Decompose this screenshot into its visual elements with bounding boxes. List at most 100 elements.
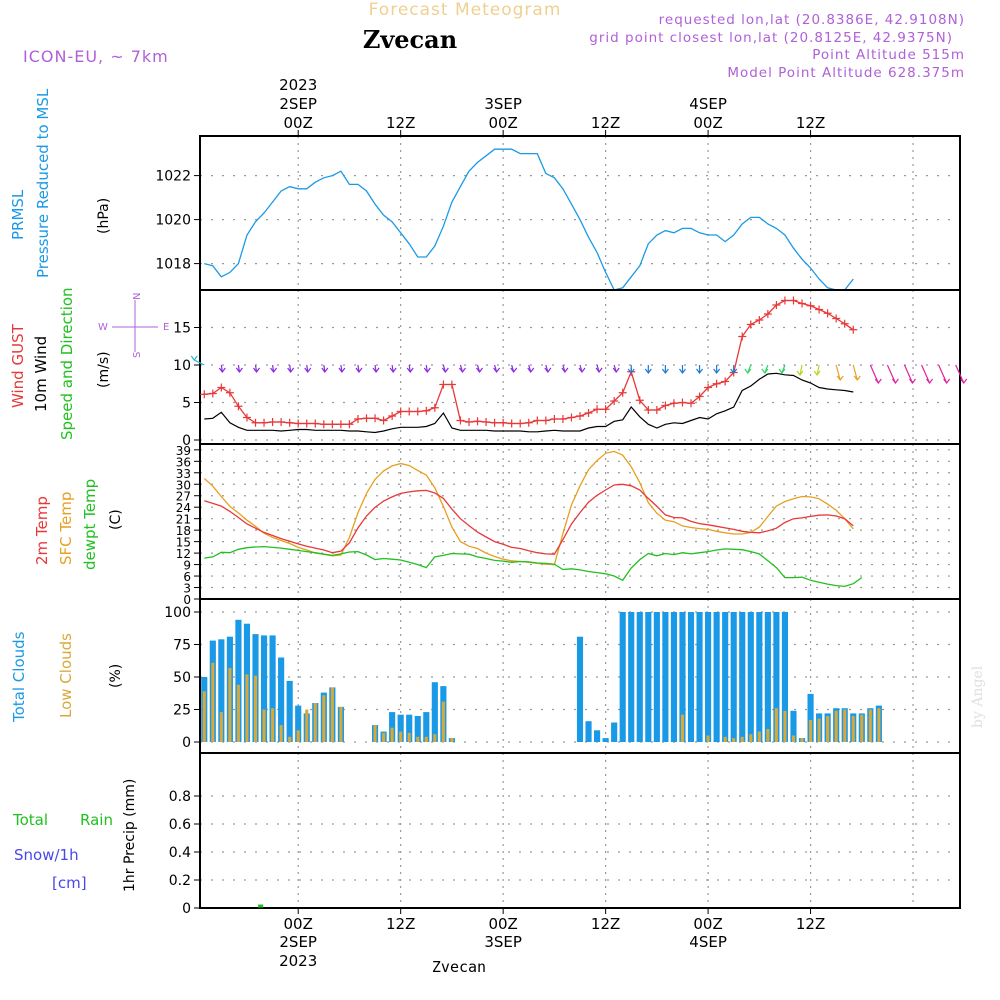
wind-direction-arrow [869,364,879,384]
low-cloud-bar [851,716,855,742]
low-cloud-bar [313,703,317,742]
wind-arrow-head [235,367,243,373]
total-cloud-bar [653,612,660,742]
total-cloud-bar [397,714,404,742]
y-tick-label: 25 [173,703,191,719]
low-cloud-bar [868,709,872,742]
low-cloud-bar [800,738,804,742]
y-tick-label: 21 [176,513,191,527]
total-cloud-bar [781,612,789,742]
total-cloud-bar [628,612,635,742]
low-cloud-bar [680,714,685,742]
total-cloud-bar [585,721,592,742]
total-cloud-bar [722,612,729,742]
wind-arrow-head [372,367,380,373]
low-cloud-bar [860,714,864,742]
wind-arrow-head [561,367,569,373]
total-cloud-bar [414,716,421,742]
y-tick-label: 39 [176,444,191,458]
pressure-msl-label: Pressure Reduced to MSL [34,88,52,278]
time-date-label: 2SEP [279,95,317,113]
gust-marker [618,388,627,397]
wind-arrow-head [761,368,769,374]
low-cloud-bar [826,716,830,742]
gust-marker [840,319,849,328]
y-tick-label: 36 [176,455,191,469]
credit-watermark: by Angel [970,665,986,728]
time-date-label: 3SEP [484,95,522,113]
wind-direction-arrow [816,364,820,376]
low-cloud-bar [834,710,838,742]
low-cloud-bar [382,732,386,742]
y-tick-label: 50 [173,670,191,686]
time-date-label: 2SEP [279,933,317,951]
gust-marker [251,418,260,427]
y-tick-label: 0.6 [169,817,191,833]
gust-marker [712,379,721,388]
total-cloud-bar [662,612,669,742]
wind-arrow-head [218,367,226,373]
time-hour-label: 12Z [796,915,825,933]
precip-total-label: Total [12,811,48,829]
total-cloud-bar [235,619,242,742]
low-cloud-bar [877,708,881,742]
wind-arrow-head [270,367,278,373]
model-altitude: Model Point Altitude 628.375m [727,65,965,81]
gust-marker [285,418,294,427]
low-cloud-bar [450,738,454,742]
gust-marker [217,383,226,392]
tsfc-label: SFC Temp [57,492,75,565]
low-cloud-bar [305,709,309,742]
gust-marker [473,417,482,426]
time-hour-label: 00Z [284,915,313,933]
snow-label: Snow/1h [14,846,79,864]
low-cloud-bar [373,725,377,742]
wind-arrow-head [441,367,449,373]
wind-arrow-head [696,368,704,374]
y-tick-label: 3 [183,582,191,596]
compass-rose: W E N S [98,293,169,358]
time-hour-label: 12Z [796,114,825,132]
gust-marker [208,389,217,398]
gust-marker [379,416,388,425]
total-cloud-bar [295,705,302,742]
low-clouds-label: Low Clouds [57,633,75,718]
low-cloud-bar [791,735,796,742]
wind-arrow-head [943,378,951,384]
low-cloud-bar [228,667,232,742]
y-tick-label: 1020 [155,213,191,229]
low-cloud-bar [262,709,266,742]
y-tick-label: 6 [183,570,191,584]
wind-arrow-head [253,367,260,373]
temperature-unit: (C) [108,509,124,530]
gridpoint-coords: grid point closest lon,lat (20.8125E, 42… [589,30,953,46]
time-hour-label: 12Z [591,915,620,933]
low-cloud-bar [749,734,753,742]
total-cloud-bar [645,612,652,742]
gust-marker [652,406,661,414]
low-cloud-bar [245,674,249,742]
gust-marker [328,420,337,429]
panel-frame [199,135,961,291]
gust-marker [371,414,380,423]
low-cloud-bar [236,684,240,742]
footer-location: Zvecan [432,958,486,976]
gust-marker [789,296,798,305]
time-date-label: 3SEP [484,933,522,951]
y-tick-label: 0.8 [169,789,191,805]
panels: 1018102010220510150369121518212427303336… [155,135,968,917]
wind-arrow-head [544,367,552,373]
gust-marker [798,299,807,308]
pressure-line [204,148,854,291]
low-cloud-bar [433,734,437,742]
wind-arrow-head [338,367,346,373]
wind-arrow-head [778,368,786,374]
gust-marker [823,309,832,318]
total-cloud-bar [636,612,643,742]
gust-marker [225,388,234,397]
wind-arrow-head [527,367,535,373]
low-cloud-bar [757,731,761,742]
gust-marker [294,419,303,428]
total-cloud-bar [389,712,396,742]
